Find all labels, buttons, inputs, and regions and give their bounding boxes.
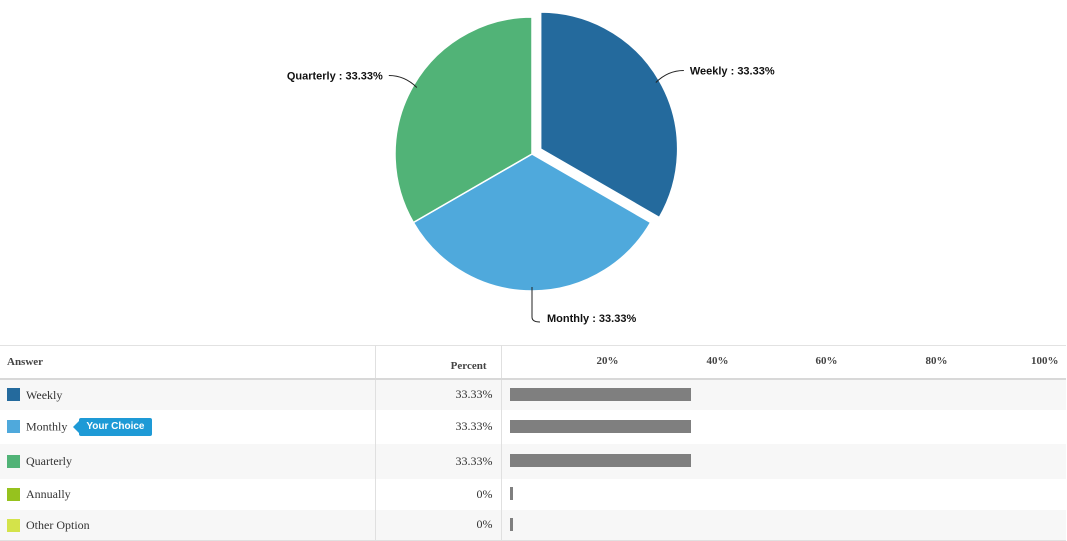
pie-label: Monthly : 33.33% [547,313,636,325]
answer-label: Weekly [26,387,63,402]
answer-cell: Weekly [0,378,376,410]
answer-column-header: Answer [0,345,376,380]
result-bar [509,454,692,467]
percent-column-header: Percent [375,345,502,380]
percent-cell: 33.33% [375,409,502,444]
table-row: Annually 0% [0,478,1066,510]
x-tick-label: 100% [1031,355,1059,367]
bar-scale-header: 20% 40% 60% 80% 100% [501,345,1066,380]
x-tick-label: 80% [925,355,948,367]
table-row: Weekly 33.33% [0,378,1066,410]
pie-slice-quarterly [394,16,533,224]
answer-label: Quarterly [26,453,72,468]
pie-label-connector [531,287,541,323]
percent-cell: 0% [375,509,502,541]
bar-cell [501,479,1066,510]
legend-swatch [7,388,20,402]
table-header-row: Answer Percent 20% 40% 60% 80% 100% [0,345,1066,380]
x-tick-label: 40% [706,355,729,367]
answer-label: Annually [26,486,71,501]
pie-slice-weekly [539,11,679,219]
table-row: Monthly Your Choice 33.33% [0,409,1066,444]
percent-cell: 0% [375,478,502,510]
x-tick-label: 60% [815,355,838,367]
answer-cell: Other Option [0,509,376,541]
x-tick-label: 20% [596,355,619,367]
legend-swatch [7,518,20,532]
table-row: Quarterly 33.33% [0,443,1066,479]
answer-label: Monthly [26,419,68,433]
bar-cell [501,410,1066,444]
answer-cell: Annually [0,478,376,510]
pie-label: Quarterly : 33.33% [287,71,383,83]
result-bar [509,487,513,500]
your-choice-badge: Your Choice [73,417,152,436]
legend-swatch [7,420,20,433]
legend-swatch [7,454,20,468]
result-bar [509,387,692,401]
answer-cell: Monthly Your Choice [0,409,376,444]
pie-label-connector [388,75,418,88]
answer-cell: Quarterly [0,443,376,479]
bar-cell [501,444,1066,479]
result-bar [509,517,513,531]
pie-label-connector [655,70,684,83]
bar-cell [501,509,1066,541]
percent-cell: 33.33% [375,443,502,479]
legend-swatch [7,487,20,501]
answer-label: Other Option [26,517,90,532]
bar-cell [501,379,1066,410]
results-table: Answer Percent 20% 40% 60% 80% 100% Week… [0,345,1066,541]
table-row: Other Option 0% [0,509,1066,541]
percent-cell: 33.33% [375,378,502,410]
pie-label: Weekly : 33.33% [690,66,775,78]
result-bar [509,419,692,433]
pie-chart: Weekly : 33.33% Monthly : 33.33% Quarterly… [287,11,775,325]
